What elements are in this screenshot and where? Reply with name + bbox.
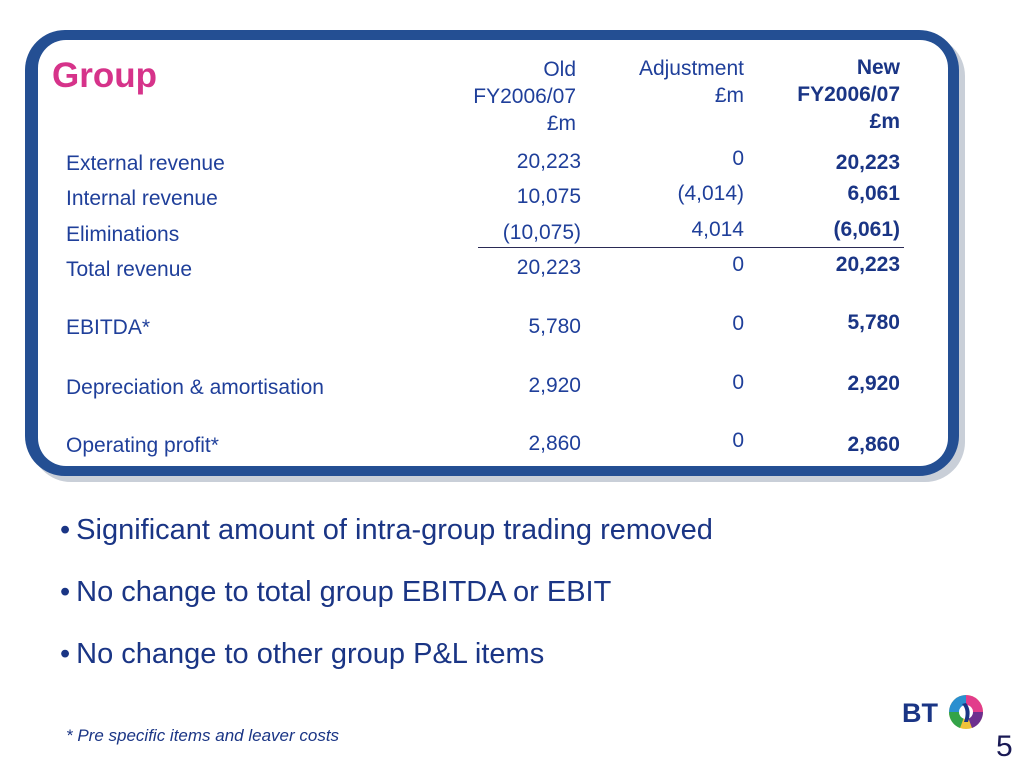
bullet-text: Significant amount of intra-group tradin… [76,514,713,546]
cell-adjustment-depreciation-amortisation: 0 [732,371,744,394]
bullet-dot-icon: • [60,514,71,546]
row-label-depreciation-amortisation: Depreciation & amortisation [66,376,324,399]
row-label-operating-profit: Operating profit* [66,434,219,457]
bullet-text: No change to total group EBITDA or EBIT [76,576,612,608]
total-rule-divider [478,247,904,248]
cell-new-depreciation-amortisation: 2,920 [847,372,900,395]
page-number: 5 [996,730,1013,763]
cell-new-internal-revenue: 6,061 [847,182,900,205]
cell-adjustment-internal-revenue: (4,014) [677,182,744,205]
cell-old-total-revenue: 20,223 [516,256,581,279]
column-header-old-line: FY2006/07 [473,85,576,108]
cell-new-ebitda: 5,780 [847,311,900,334]
row-label-total-revenue: Total revenue [66,258,193,281]
row-label-internal-revenue: Internal revenue [66,187,218,210]
column-header-old-line: £m [546,112,576,135]
bullet-dot-icon: • [60,576,71,608]
cell-adjustment-total-revenue: 0 [732,253,744,276]
cell-old-internal-revenue: 10,075 [516,185,581,208]
cell-old-eliminations: (10,075) [502,221,581,244]
cell-new-operating-profit: 2,860 [847,433,900,456]
column-header-adjustment: Adjustment £m [560,55,744,109]
bt-piper-globe-icon [948,695,984,729]
cell-old-depreciation-amortisation: 2,920 [528,374,581,397]
row-label-ebitda: EBITDA* [66,316,151,339]
bullet-text: No change to other group P&L items [76,638,545,670]
cell-new-total-revenue: 20,223 [835,253,900,276]
bullet-item: • No change to other group P&L items [60,634,713,674]
cell-adjustment-eliminations: 4,014 [691,218,744,241]
column-header-new-line: FY2006/07 [797,83,900,106]
column-header-old: Old FY2006/07 £m [400,56,576,137]
column-header-new-line: £m [869,110,900,133]
footnote: * Pre specific items and leaver costs [66,726,340,745]
bullet-list: • Significant amount of intra-group tradi… [60,510,713,696]
cell-new-external-revenue: 20,223 [835,151,900,174]
column-header-new: New FY2006/07 £m [720,54,900,135]
column-header-adjustment-line: £m [714,84,744,107]
bullet-item: • Significant amount of intra-group tradi… [60,510,713,550]
bullet-item: • No change to total group EBITDA or EBIT [60,572,713,612]
cell-old-operating-profit: 2,860 [528,432,581,455]
cell-old-ebitda: 5,780 [528,315,581,338]
cell-new-eliminations: (6,061) [833,218,900,241]
page-title: Group [52,56,157,95]
column-header-new-line: New [856,56,900,79]
table-panel-inner [38,40,948,466]
row-label-eliminations: Eliminations [66,223,180,246]
bullet-dot-icon: • [60,638,71,670]
bt-logo: BT [902,695,984,729]
column-header-old-line: Old [543,58,576,81]
column-header-adjustment-line: Adjustment [638,57,744,80]
cell-adjustment-operating-profit: 0 [732,429,744,452]
bt-logo-text: BT [902,698,938,728]
cell-adjustment-ebitda: 0 [732,312,744,335]
cell-adjustment-external-revenue: 0 [732,147,744,170]
row-label-external-revenue: External revenue [66,152,225,175]
cell-old-external-revenue: 20,223 [516,150,581,173]
